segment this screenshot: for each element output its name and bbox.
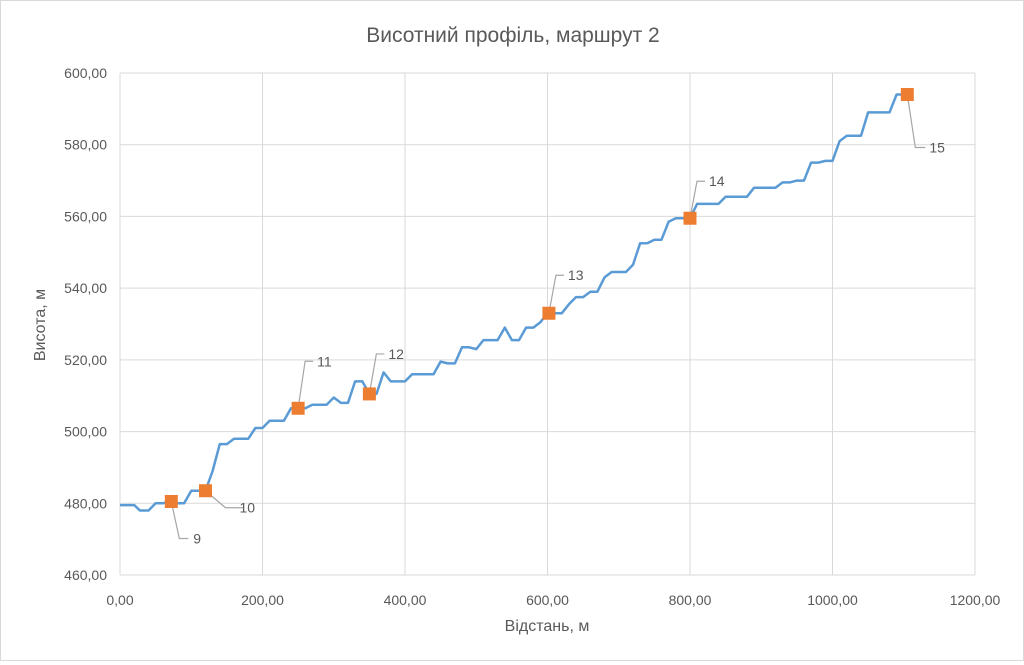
point-marker	[291, 401, 305, 415]
y-axis-ticks: 460,00 480,00 500,00 520,00 540,00 560,00 580,…	[64, 65, 107, 583]
y-tick-label: 600,00	[64, 65, 107, 81]
y-tick-label: 540,00	[64, 280, 107, 296]
x-axis-ticks: 0,00 200,00 400,00 600,00 800,00 1000,00 1200,…	[106, 592, 1000, 608]
point-marker	[900, 88, 914, 102]
point-label: 14	[709, 173, 725, 189]
elevation-line	[120, 93, 904, 512]
point-marker	[683, 211, 697, 225]
x-tick-label: 0,00	[106, 592, 133, 608]
marker-leader-line	[689, 180, 705, 219]
point-marker	[199, 484, 212, 498]
point-label: 10	[240, 500, 256, 516]
marker-leader-line	[368, 353, 385, 395]
point-marker	[164, 494, 178, 508]
x-axis-label: Відстань, м	[505, 618, 590, 635]
chart-title: Висотний профіль, маршрут 2	[366, 24, 659, 47]
x-tick-label: 1000,00	[807, 592, 858, 608]
marker-leader-line	[205, 490, 244, 509]
y-tick-label: 560,00	[64, 208, 107, 224]
marker-leader-line	[548, 274, 564, 314]
gridlines	[119, 72, 976, 576]
point-label: 15	[929, 140, 945, 156]
point-label: 11	[317, 353, 332, 369]
plot-area	[120, 93, 904, 512]
y-tick-label: 480,00	[64, 495, 107, 511]
y-tick-label: 520,00	[64, 352, 107, 368]
marker-leader-line	[906, 94, 926, 149]
y-tick-label: 460,00	[64, 567, 107, 583]
point-markers: 9 10 11 12 13 14 15	[164, 88, 945, 546]
marker-leader-line	[297, 360, 314, 409]
x-tick-label: 400,00	[384, 592, 427, 608]
point-marker	[542, 306, 556, 320]
x-tick-label: 200,00	[241, 592, 284, 608]
point-label: 9	[193, 530, 201, 546]
marker-leader-line	[170, 501, 189, 540]
y-axis-label: Висота, м	[32, 289, 49, 361]
y-tick-label: 580,00	[64, 137, 107, 153]
point-label: 13	[568, 267, 584, 283]
y-tick-label: 500,00	[64, 424, 107, 440]
x-tick-label: 800,00	[669, 592, 712, 608]
point-marker	[362, 387, 376, 401]
point-label: 12	[388, 346, 404, 362]
x-tick-label: 600,00	[526, 592, 569, 608]
x-tick-label: 1200,00	[950, 592, 1001, 608]
